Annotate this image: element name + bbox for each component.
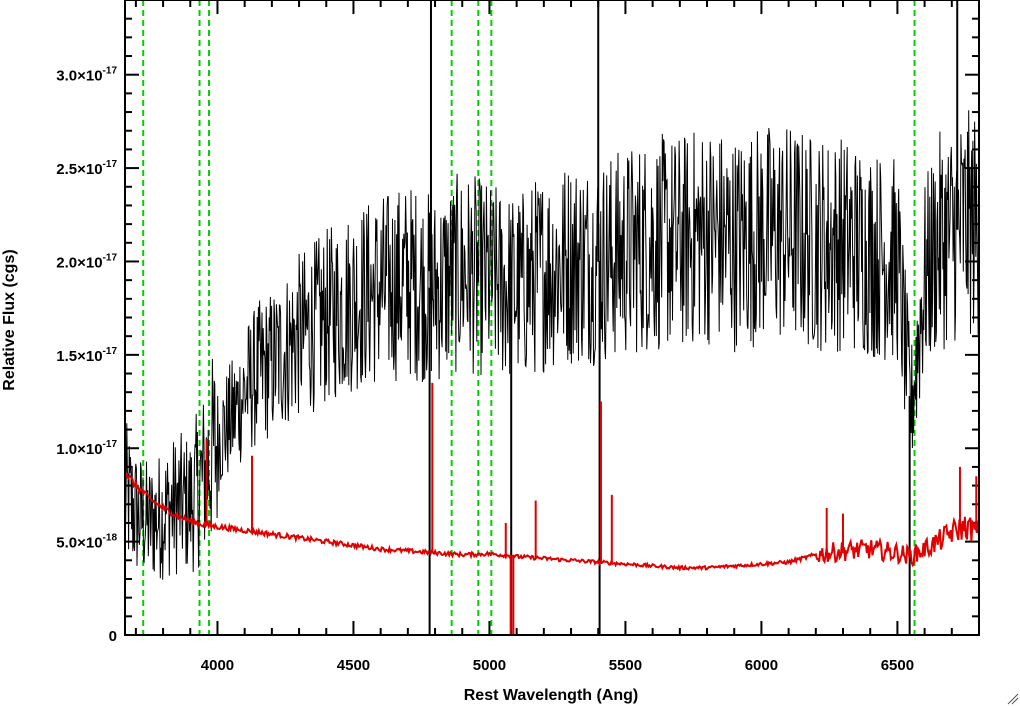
series-lines	[124, 0, 980, 635]
y-tick-label: 2.0×10-17	[56, 252, 117, 271]
x-tick-label: 4500	[337, 657, 370, 674]
y-tick-label: 0	[109, 628, 117, 645]
plot-border	[124, 0, 980, 636]
y-tick-label: 3.0×10-17	[56, 66, 117, 85]
axes	[125, 0, 980, 636]
x-tick-label: 6500	[881, 657, 914, 674]
x-axis-title: Rest Wavelength (Ang)	[464, 687, 639, 704]
resize-grip-icon[interactable]	[1007, 693, 1019, 705]
x-tick-label: 6000	[745, 657, 778, 674]
y-tick-label: 1.5×10-17	[56, 346, 117, 365]
y-tick-label: 5.0×10-18	[56, 533, 117, 552]
tick-labels: 4000 4500 5000 5500 6000 6500 0 5.0×10-18 1.0×10…	[56, 66, 914, 674]
y-tick-label: 1.0×10-17	[56, 439, 117, 458]
observed-spectrum-line	[124, 110, 980, 580]
emission-line-markers	[142, 0, 916, 635]
x-tick-label: 5500	[609, 657, 642, 674]
y-tick-label: 2.5×10-17	[56, 159, 117, 178]
x-tick-label: 5000	[473, 657, 506, 674]
y-axis-title: Relative Flux (cgs)	[1, 249, 18, 390]
error-spectrum-line	[124, 472, 980, 572]
x-tick-label: 4000	[201, 657, 234, 674]
plot-frame	[124, 0, 980, 636]
